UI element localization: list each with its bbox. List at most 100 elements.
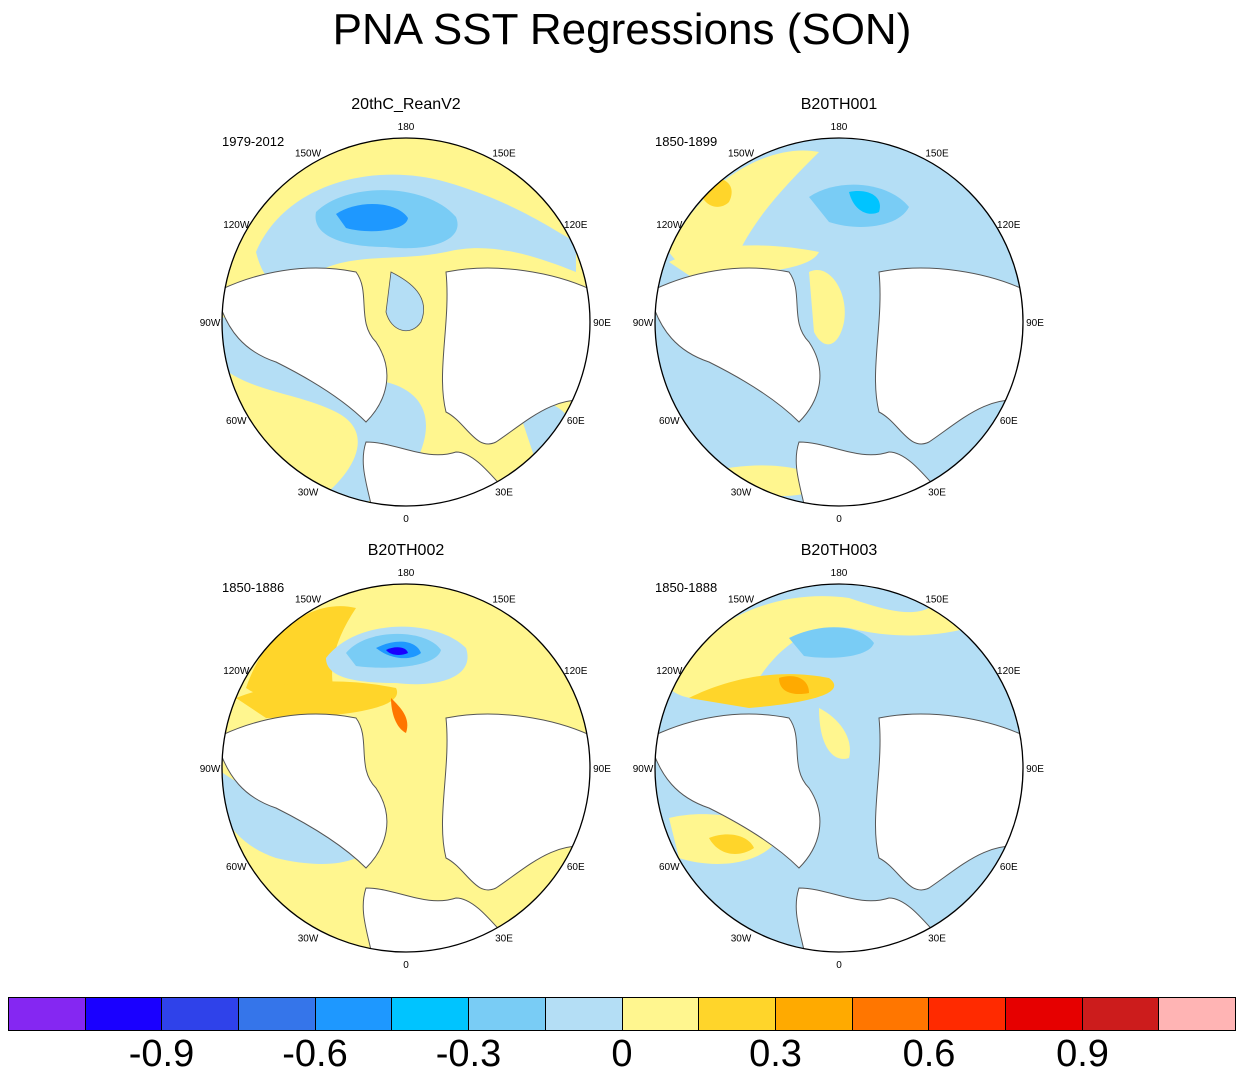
longitude-labels-4: 180 150E 120E 90E 60E 30E 0 30W 60W 90W 120W 150W — [633, 568, 1045, 971]
polar-map-4: 180 150E 120E 90E 60E 30E 0 30W 60W 90W 120W 150W — [633, 568, 1045, 971]
longitude-label: 60E — [567, 862, 585, 873]
longitude-label: 180 — [831, 122, 848, 133]
map-boundary-2 — [654, 137, 1024, 507]
longitude-label: 0 — [403, 960, 409, 971]
colorbar-swatch — [239, 998, 316, 1030]
longitude-label: 30W — [731, 488, 752, 499]
sst-field-4 — [655, 584, 1023, 952]
map-panel-3: 180 150E 120E 90E 60E 30E 0 30W 60W 90W 120W 150W B… — [196, 542, 616, 988]
longitude-label: 120E — [997, 220, 1021, 231]
sst-field-3 — [222, 584, 590, 952]
longitude-labels-1: 180 150E 120E 90E 60E 30E 0 30W 60W 90W 120W 150W — [200, 122, 612, 525]
longitude-label: 90E — [593, 764, 611, 775]
longitude-label: 30W — [731, 934, 752, 945]
longitude-label: 150W — [728, 594, 755, 605]
longitude-label: 180 — [398, 122, 415, 133]
panel-period-1: 1979-2012 — [222, 134, 285, 149]
colorbar-swatch — [929, 998, 1006, 1030]
sst-field-1 — [222, 138, 590, 506]
colorbar-tick-label: -0.9 — [128, 1033, 195, 1075]
longitude-labels-2: 180 150E 120E 90E 60E 30E 0 30W 60W 90W 120W 150W — [633, 122, 1045, 525]
polar-map-3: 180 150E 120E 90E 60E 30E 0 30W 60W 90W 120W 150W — [200, 568, 612, 971]
longitude-label: 60W — [659, 862, 680, 873]
colorbar-tick-label: -0.3 — [435, 1033, 502, 1075]
map-panel-4: 180 150E 120E 90E 60E 30E 0 30W 60W 90W 120W 150W B… — [629, 542, 1049, 988]
longitude-label: 60W — [226, 416, 247, 427]
longitude-label: 90W — [633, 764, 654, 775]
panel-title-2: B20TH001 — [800, 96, 878, 113]
colorbar-swatch — [1005, 998, 1083, 1030]
longitude-label: 60W — [659, 416, 680, 427]
polar-map-1: 180 150E 120E 90E 60E 30E 0 30W 60W 90W 120W 150W — [200, 122, 612, 525]
longitude-label: 60E — [567, 416, 585, 427]
longitude-labels-3: 180 150E 120E 90E 60E 30E 0 30W 60W 90W 120W 150W — [200, 568, 612, 971]
colorbar-swatch — [1082, 998, 1160, 1030]
longitude-label: 90E — [593, 318, 611, 329]
longitude-label: 150E — [925, 148, 949, 159]
sst-field-2 — [655, 138, 1023, 506]
longitude-label: 150W — [295, 148, 322, 159]
longitude-label: 0 — [836, 960, 842, 971]
longitude-label: 60E — [1000, 862, 1018, 873]
longitude-label: 90E — [1026, 318, 1044, 329]
panel-period-2: 1850-1899 — [655, 134, 718, 149]
longitude-label: 30E — [928, 488, 946, 499]
longitude-label: 150E — [492, 594, 516, 605]
longitude-label: 30E — [928, 934, 946, 945]
longitude-label: 0 — [403, 514, 409, 525]
colorbar-swatch — [85, 998, 163, 1030]
colorbar-tick-label: 0.3 — [749, 1033, 802, 1075]
longitude-label: 120W — [223, 220, 250, 231]
colorbar-swatch — [315, 998, 393, 1030]
colorbar-swatch — [9, 998, 86, 1030]
longitude-label: 120E — [997, 666, 1021, 677]
colorbar-tick-label: 0.6 — [902, 1033, 956, 1075]
longitude-label: 120E — [564, 666, 588, 677]
colorbar-swatch — [545, 998, 623, 1030]
polar-map-2: 180 150E 120E 90E 60E 30E 0 30W 60W 90W 120W 150W — [633, 122, 1045, 525]
longitude-label: 30W — [298, 488, 319, 499]
longitude-label: 120W — [656, 220, 683, 231]
colorbar — [8, 997, 1236, 1031]
longitude-label: 150E — [492, 148, 516, 159]
colorbar-swatch — [1159, 998, 1235, 1030]
map-boundary-3 — [221, 583, 591, 953]
longitude-label: 150E — [925, 594, 949, 605]
colorbar-tick-label: -0.6 — [282, 1033, 348, 1075]
colorbar-tick-label: 0.9 — [1056, 1033, 1109, 1075]
panel-period-4: 1850-1888 — [655, 580, 718, 595]
longitude-label: 180 — [831, 568, 848, 579]
longitude-label: 180 — [398, 568, 415, 579]
longitude-label: 60E — [1000, 416, 1018, 427]
colorbar-swatch — [775, 998, 853, 1030]
longitude-label: 0 — [836, 514, 842, 525]
colorbar-swatch — [622, 998, 700, 1030]
colorbar-swatch — [699, 998, 776, 1030]
longitude-label: 90W — [200, 318, 221, 329]
panel-period-3: 1850-1886 — [222, 580, 285, 595]
panel-title-3: B20TH002 — [367, 542, 445, 559]
longitude-label: 30E — [495, 488, 513, 499]
longitude-label: 60W — [226, 862, 247, 873]
longitude-label: 90W — [200, 764, 221, 775]
longitude-label: 120E — [564, 220, 588, 231]
longitude-label: 150W — [295, 594, 322, 605]
map-panel-2: 180 150E 120E 90E 60E 30E 0 30W 60W 90W 120W 150W B… — [629, 96, 1049, 542]
colorbar-swatch — [469, 998, 546, 1030]
map-panel-1: 180 150E 120E 90E 60E 30E 0 30W 60W 90W 120W 150W 2… — [196, 96, 616, 542]
panel-title-1: 20thC_ReanV2 — [351, 96, 461, 113]
longitude-label: 90W — [633, 318, 654, 329]
panel-title-4: B20TH003 — [800, 542, 878, 559]
longitude-label: 120W — [656, 666, 683, 677]
colorbar-swatch — [162, 998, 240, 1030]
figure-title: PNA SST Regressions (SON) — [332, 5, 912, 54]
colorbar-swatch — [852, 998, 930, 1030]
longitude-label: 30W — [298, 934, 319, 945]
longitude-label: 90E — [1026, 764, 1044, 775]
map-boundary-4 — [654, 583, 1024, 953]
longitude-label: 150W — [728, 148, 755, 159]
map-boundary-1 — [221, 137, 591, 507]
longitude-label: 30E — [495, 934, 513, 945]
longitude-label: 120W — [223, 666, 250, 677]
colorbar-tick-label: 0 — [611, 1033, 633, 1075]
